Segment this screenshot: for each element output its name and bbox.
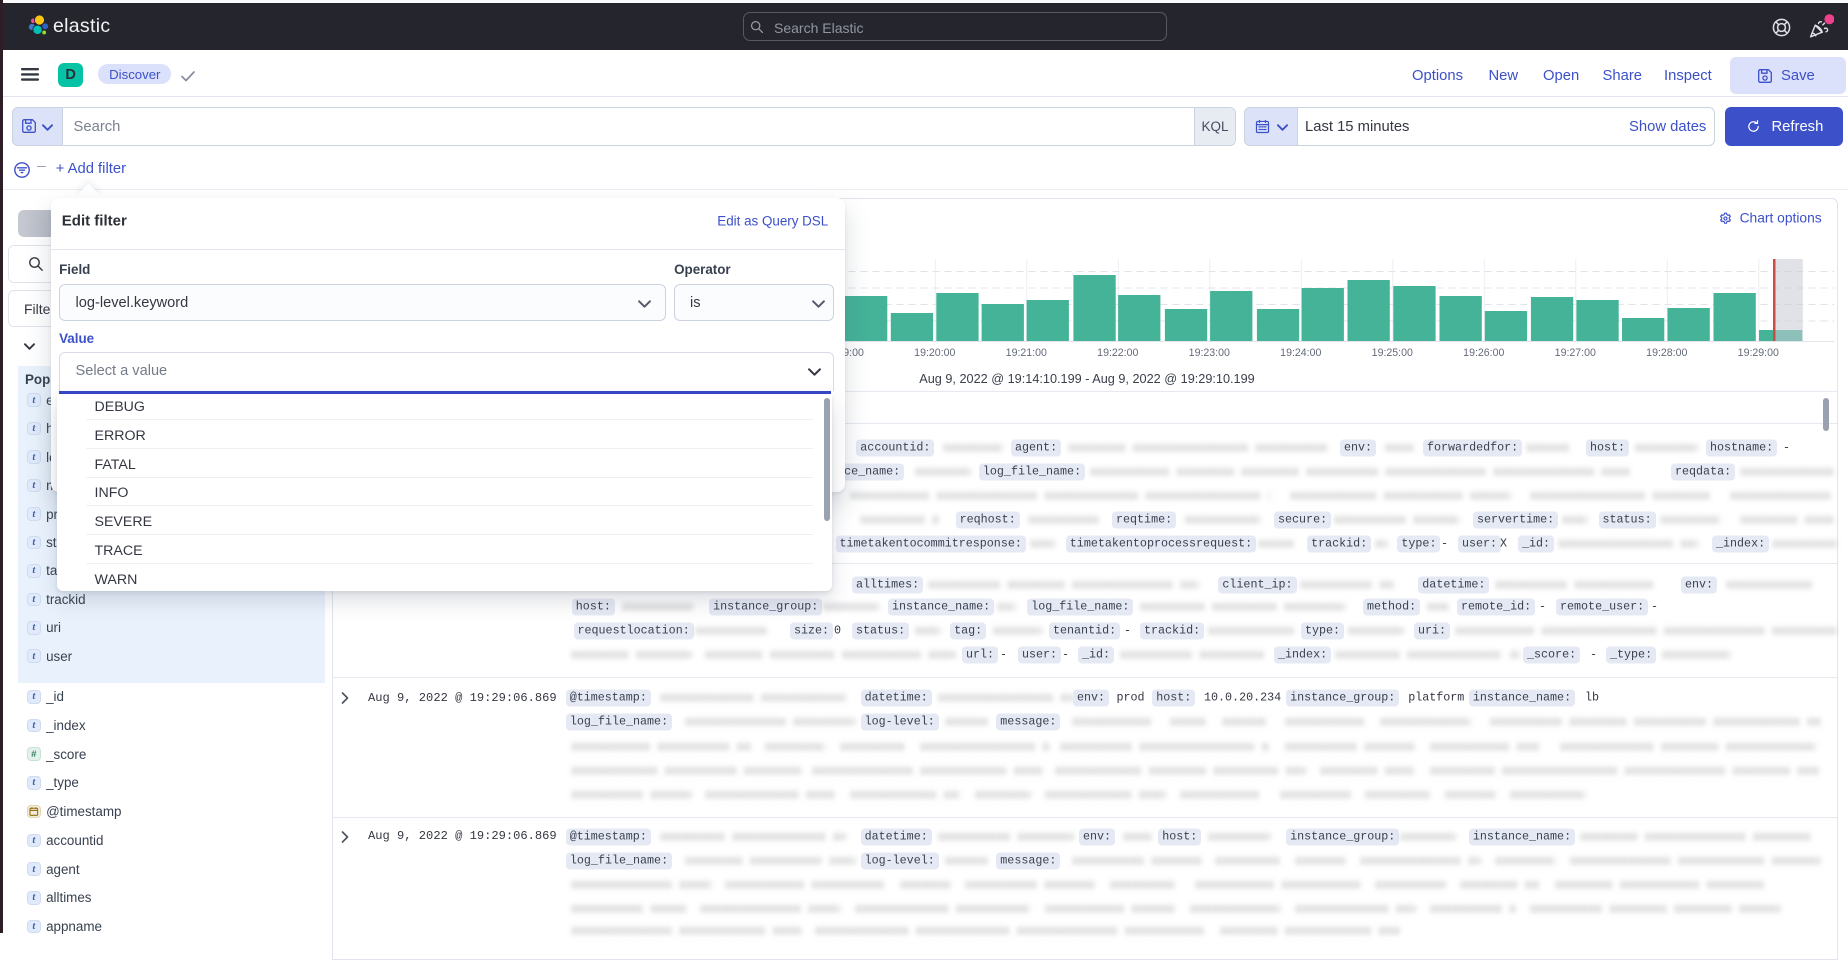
svg-text:19:21:00: 19:21:00 xyxy=(1005,347,1046,359)
svg-text:19:29:00: 19:29:00 xyxy=(1737,347,1778,359)
svg-text:Aug 9, 2022 @ 19:14:10.199 - A: Aug 9, 2022 @ 19:14:10.199 - Aug 9, 2022… xyxy=(919,372,1254,386)
svg-text:19:20:00: 19:20:00 xyxy=(914,347,955,359)
svg-text:19:26:00: 19:26:00 xyxy=(1463,347,1504,359)
svg-text:19:23:00: 19:23:00 xyxy=(1188,347,1229,359)
svg-text:19:24:00: 19:24:00 xyxy=(1280,347,1321,359)
svg-text:19:28:00: 19:28:00 xyxy=(1646,347,1687,359)
svg-text:19:25:00: 19:25:00 xyxy=(1371,347,1412,359)
svg-text:19:27:00: 19:27:00 xyxy=(1554,347,1595,359)
svg-text:19:22:00: 19:22:00 xyxy=(1097,347,1138,359)
